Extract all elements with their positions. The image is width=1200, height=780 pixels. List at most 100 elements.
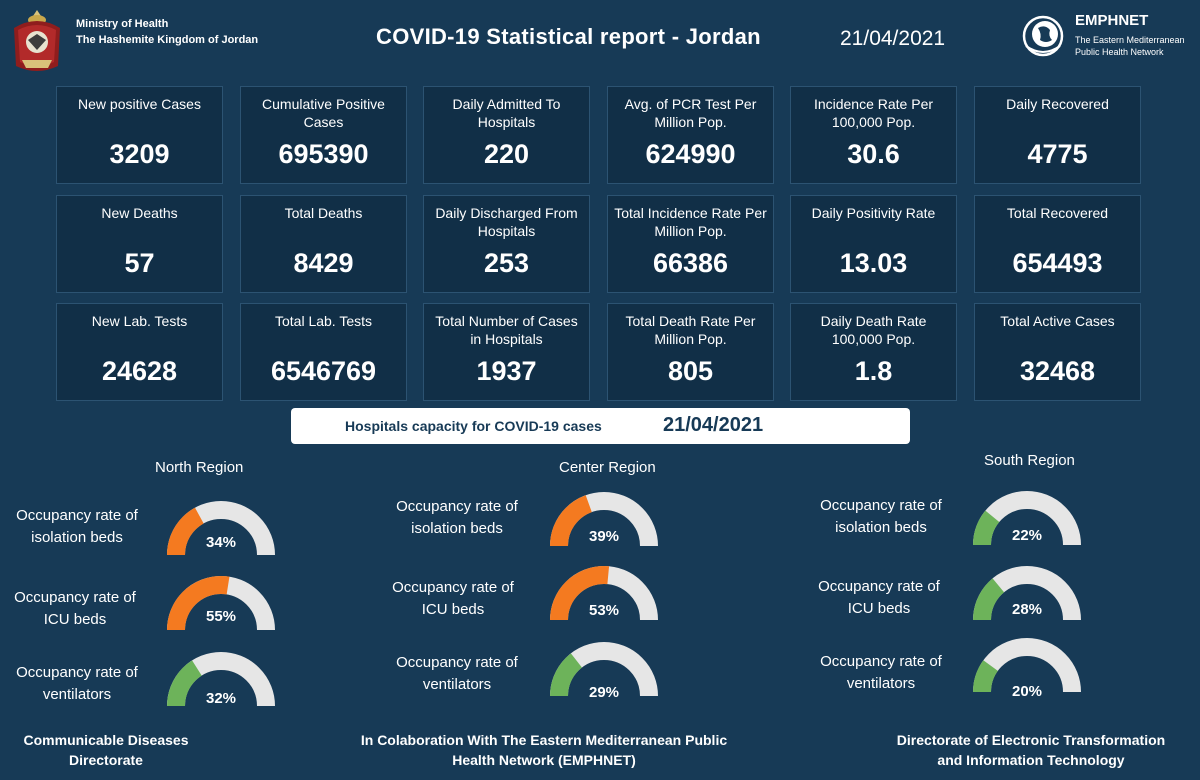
stat-card: Cumulative Positive Cases 695390 — [240, 86, 407, 184]
stat-label: Daily Recovered — [1006, 96, 1109, 112]
gauge-percent: 32% — [205, 690, 237, 707]
occupancy-label-line-1: Occupancy rate of — [16, 507, 138, 524]
stat-card: Total Active Cases 32468 — [974, 303, 1141, 401]
stat-label: Daily Discharged From Hospitals — [435, 205, 578, 239]
occupancy-label-line-2: ICU beds — [421, 601, 485, 618]
gauge-fill — [550, 566, 610, 621]
occupancy-label: Occupancy rate of ICU beds — [0, 587, 150, 631]
stat-card: Total Death Rate Per Million Pop. 805 — [607, 303, 774, 401]
stat-value: 6546769 — [270, 356, 377, 386]
emphnet-globe-icon — [1022, 15, 1064, 57]
region-title-center: Center Region — [559, 459, 656, 476]
gauge-fill — [167, 576, 230, 631]
occupancy-label-line-1: Occupancy rate of — [396, 654, 518, 671]
occupancy-label-line-1: Occupancy rate of — [396, 498, 518, 515]
gauge — [167, 652, 275, 707]
occupancy-label-line-1: Occupancy rate of — [820, 653, 942, 670]
stat-value: 4775 — [1027, 139, 1088, 169]
gauge — [973, 491, 1081, 546]
occupancy-label: Occupancy rate of ICU beds — [804, 576, 954, 620]
stat-value: 654493 — [1012, 248, 1103, 278]
org-sub-line-1: The Eastern Mediterranean — [1075, 35, 1185, 45]
occupancy-label-line-2: ventilators — [42, 686, 112, 703]
stat-label: New Lab. Tests — [91, 313, 188, 329]
stat-card: Incidence Rate Per 100,000 Pop. 30.6 — [790, 86, 957, 184]
stats-grid: New positive Cases 3209 Cumulative Posit… — [56, 86, 1142, 402]
gauge — [550, 642, 658, 697]
footer-left: Communicable Diseases Directorate — [10, 730, 202, 770]
hospital-capacity-banner: Hospitals capacity for COVID-19 cases 21… — [291, 408, 910, 444]
gauge-fill — [973, 510, 1000, 546]
gauge-fill — [550, 495, 593, 547]
gauge-percent: 53% — [588, 602, 620, 619]
stat-value: 220 — [483, 139, 530, 169]
footer-center: In Colaboration With The Eastern Mediter… — [336, 730, 752, 770]
stat-card: Daily Discharged From Hospitals 253 — [423, 195, 590, 293]
stat-value: 13.03 — [839, 248, 908, 278]
stat-label: Total Incidence Rate Per Million Pop. — [614, 205, 767, 239]
stat-label: New positive Cases — [78, 96, 201, 112]
capacity-date: 21/04/2021 — [663, 414, 764, 436]
stat-card: Daily Admitted To Hospitals 220 — [423, 86, 590, 184]
stat-value: 3209 — [109, 139, 170, 169]
stat-card: Avg. of PCR Test Per Million Pop. 624990 — [607, 86, 774, 184]
stat-label: Total Active Cases — [1000, 313, 1115, 329]
stat-value: 66386 — [652, 248, 729, 278]
gauge — [550, 566, 658, 621]
footer-right-line-2: and Information Technology — [937, 752, 1125, 768]
occupancy-label-line-1: Occupancy rate of — [820, 497, 942, 514]
occupancy-label-line-1: Occupancy rate of — [16, 664, 138, 681]
gauge-percent: 29% — [588, 684, 620, 701]
gauge-fill — [167, 660, 203, 707]
occupancy-label-line-2: isolation beds — [31, 529, 123, 546]
occupancy-label-line-2: ventilators — [422, 676, 492, 693]
org-subtitle: The Eastern Mediterranean Public Health … — [1075, 34, 1185, 58]
gauge-fill — [973, 660, 999, 693]
stat-label: Daily Death Rate 100,000 Pop. — [820, 313, 927, 347]
occupancy-label: Occupancy rate of ventilators — [2, 662, 152, 706]
org-name: EMPHNET — [1075, 12, 1149, 29]
ministry-line-2: The Hashemite Kingdom of Jordan — [76, 34, 259, 46]
gauge-percent: 55% — [205, 608, 237, 625]
footer-center-line-2: Health Network (EMPHNET) — [452, 752, 636, 768]
stat-card: Total Incidence Rate Per Million Pop. 66… — [607, 195, 774, 293]
region-title-north: North Region — [155, 459, 244, 476]
gauge — [973, 566, 1081, 621]
gauge-percent: 22% — [1011, 527, 1043, 544]
gauge-percent: 28% — [1011, 601, 1043, 618]
footer-right: Directorate of Electronic Transformation… — [868, 730, 1194, 770]
stat-card: New Deaths 57 — [56, 195, 223, 293]
occupancy-label: Occupancy rate of isolation beds — [382, 496, 532, 540]
stat-label: Daily Positivity Rate — [811, 205, 936, 221]
gauge-fill — [973, 578, 1005, 621]
footer-center-line-1: In Colaboration With The Eastern Mediter… — [360, 732, 728, 748]
stat-value: 24628 — [101, 356, 178, 386]
stat-label: Total Deaths — [284, 205, 363, 221]
stat-label: Cumulative Positive Cases — [262, 96, 385, 130]
occupancy-label-line-1: Occupancy rate of — [392, 579, 514, 596]
stat-label: Daily Admitted To Hospitals — [452, 96, 561, 130]
capacity-label: Hospitals capacity for COVID-19 cases — [345, 418, 602, 434]
occupancy-label: Occupancy rate of ICU beds — [378, 577, 528, 621]
stat-label: New Deaths — [101, 205, 178, 221]
gauge-percent: 34% — [205, 534, 237, 551]
gauge — [550, 492, 658, 547]
gauge-percent: 20% — [1011, 683, 1043, 700]
stat-value: 30.6 — [847, 139, 900, 169]
region-title-south: South Region — [984, 452, 1075, 469]
stat-label: Total Recovered — [1006, 205, 1109, 221]
footer-left-line-1: Communicable Diseases — [23, 732, 189, 748]
footer-right-line-1: Directorate of Electronic Transformation — [896, 732, 1166, 748]
gauge — [167, 576, 275, 631]
stat-label: Avg. of PCR Test Per Million Pop. — [624, 96, 757, 130]
gauge-fill — [167, 507, 205, 556]
report-date: 21/04/2021 — [840, 27, 946, 50]
gauge-fill — [550, 653, 583, 697]
stat-card: Total Deaths 8429 — [240, 195, 407, 293]
stat-value: 624990 — [645, 139, 736, 169]
stat-card: Total Lab. Tests 6546769 — [240, 303, 407, 401]
stat-value: 805 — [667, 356, 714, 386]
occupancy-label-line-1: Occupancy rate of — [818, 578, 940, 595]
occupancy-label-line-2: ventilators — [846, 675, 916, 692]
stat-card: Daily Recovered 4775 — [974, 86, 1141, 184]
